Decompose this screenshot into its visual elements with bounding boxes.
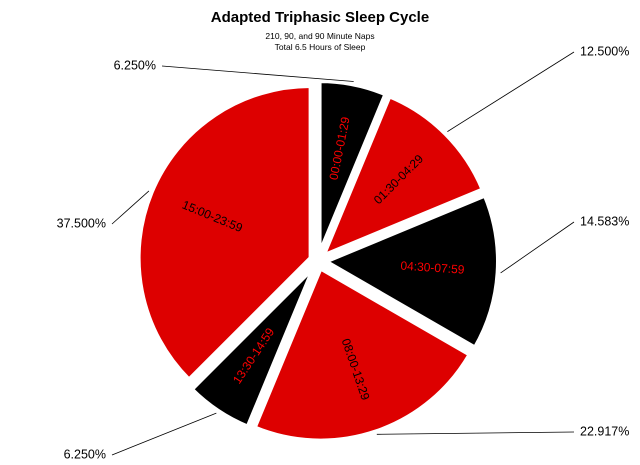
pie-slice-0430-0759 [321, 193, 500, 351]
slice-label-0430-0759: 04:30-07:59 [400, 259, 465, 277]
pie-slice-1500-2359 [136, 83, 313, 383]
leader-line-0000-0129 [161, 65, 354, 82]
data-label-0000-0129: 6.250% [114, 58, 156, 72]
data-label-1330-1459: 6.250% [64, 447, 106, 461]
pie-slice-0130-0429 [319, 93, 486, 260]
leader-line-0130-0429 [447, 51, 575, 132]
pie-slice-0800-1329 [252, 265, 473, 443]
leader-line-1500-2359 [111, 190, 150, 225]
chart-subtitle-line-2: Total 6.5 Hours of Sleep [274, 42, 366, 52]
leader-line-1330-1459 [111, 412, 217, 456]
chart-subtitle-line-1: 210, 90, and 90 Minute Naps [265, 31, 375, 41]
pie-slice-0000-0129 [317, 79, 388, 254]
data-label-0800-1329: 22.917% [580, 424, 629, 438]
data-label-1500-2359: 37.500% [57, 216, 106, 230]
pie-slice-1330-1459 [189, 266, 316, 430]
leader-line-0800-1329 [376, 431, 575, 435]
data-label-0430-0759: 14.583% [580, 214, 629, 228]
data-label-0130-0429: 12.500% [580, 44, 629, 58]
leader-line-0430-0759 [500, 221, 575, 274]
chart-title: Adapted Triphasic Sleep Cycle [210, 9, 430, 26]
